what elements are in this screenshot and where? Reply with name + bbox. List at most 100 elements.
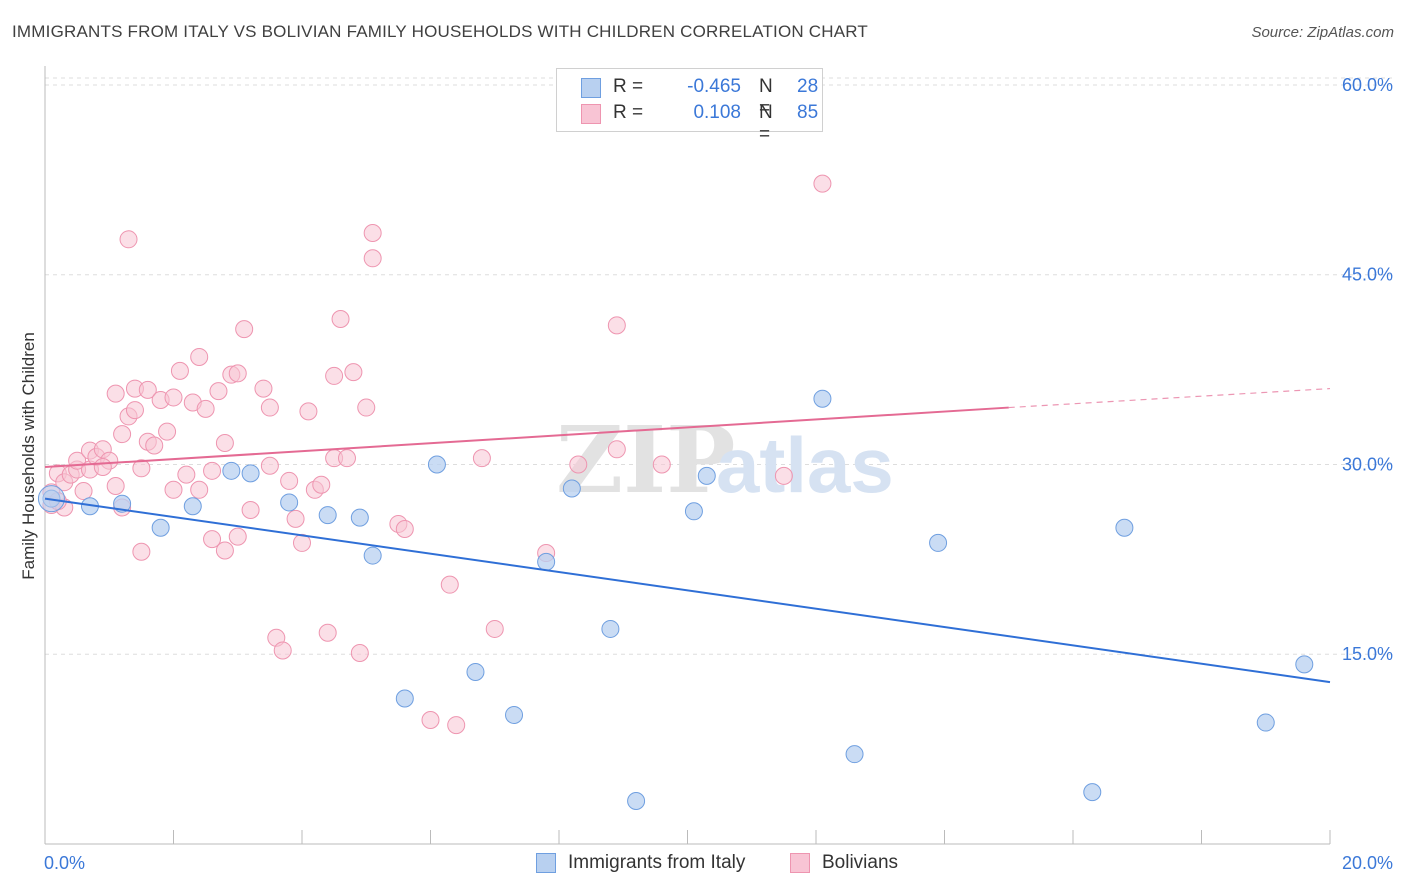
chart-title: IMMIGRANTS FROM ITALY VS BOLIVIAN FAMILY…	[12, 22, 869, 41]
axes	[44, 66, 1331, 845]
point-bolivians	[215, 433, 234, 452]
point-italy	[113, 494, 132, 513]
y-axis-label: Family Households with Children	[19, 332, 38, 580]
point-bolivians	[158, 422, 177, 441]
point-bolivians	[813, 174, 832, 193]
point-bolivians	[203, 530, 222, 549]
y-tick-label: 15.0%	[1342, 644, 1393, 664]
point-italy	[183, 497, 202, 516]
point-bolivians	[357, 398, 376, 417]
tick-labels: 15.0% 30.0% 45.0% 60.0% 0.0% 20.0%	[44, 75, 1393, 873]
point-bolivians	[106, 476, 125, 495]
legend-r-value: -0.465	[687, 76, 741, 97]
trend-lines	[44, 387, 1331, 684]
point-bolivians	[74, 482, 93, 501]
trend-line-bolivians	[44, 406, 1009, 469]
point-bolivians	[228, 527, 247, 546]
point-bolivians	[280, 471, 299, 490]
point-italy	[427, 455, 446, 474]
legend-n-value: 85	[797, 102, 819, 123]
point-bolivians	[331, 310, 350, 329]
legend-swatch-blue	[536, 853, 556, 873]
point-bolivians	[286, 509, 305, 528]
point-italy	[363, 546, 382, 565]
legend-swatch-pink	[790, 853, 810, 873]
gridlines	[45, 77, 1392, 655]
point-italy	[845, 745, 864, 764]
source-label: Source: ZipAtlas.com	[1251, 24, 1394, 41]
watermark: ZIP atlas	[556, 406, 894, 514]
point-bolivians	[138, 380, 157, 399]
point-italy	[627, 791, 646, 810]
point-bolivians	[312, 475, 331, 494]
point-bolivians	[170, 361, 189, 380]
series-italy-points	[37, 389, 1314, 810]
point-bolivians	[447, 716, 466, 735]
y-tick-label: 30.0%	[1342, 454, 1393, 474]
point-bolivians	[440, 575, 459, 594]
point-italy	[1115, 518, 1134, 537]
point-bolivians	[132, 459, 151, 478]
point-bolivians	[254, 379, 273, 398]
legend-label-bolivians: Bolivians	[822, 852, 899, 873]
point-bolivians	[190, 347, 209, 366]
point-bolivians	[132, 542, 151, 561]
point-italy	[1256, 713, 1275, 732]
watermark-atlas: atlas	[716, 421, 894, 509]
point-bolivians	[273, 641, 292, 660]
legend-n-value: 28	[797, 76, 819, 97]
legend-r-value: 0.108	[693, 102, 741, 123]
point-italy	[505, 705, 524, 724]
point-bolivians	[164, 388, 183, 407]
point-bolivians	[325, 366, 344, 385]
point-bolivians	[363, 249, 382, 268]
point-italy	[1295, 655, 1314, 674]
y-tick-label: 45.0%	[1342, 265, 1393, 285]
point-bolivians	[106, 384, 125, 403]
point-bolivians	[569, 455, 588, 474]
point-bolivians	[145, 436, 164, 455]
point-italy	[813, 389, 832, 408]
point-bolivians	[93, 458, 112, 477]
point-bolivians	[774, 466, 793, 485]
point-italy	[151, 518, 170, 537]
point-bolivians	[363, 223, 382, 242]
point-italy	[318, 506, 337, 525]
point-italy	[537, 552, 556, 571]
legend-r-label: R =	[613, 102, 644, 123]
point-bolivians	[177, 465, 196, 484]
point-italy	[684, 502, 703, 521]
point-bolivians	[235, 320, 254, 339]
point-italy	[466, 662, 485, 681]
point-bolivians	[215, 541, 234, 560]
correlation-legend: R = -0.465 N = 28 R = 0.108 N = 85	[556, 68, 823, 145]
point-bolivians	[164, 480, 183, 499]
trend-line-bolivians-extension	[1008, 387, 1331, 409]
point-bolivians	[125, 401, 144, 420]
point-bolivians	[209, 382, 228, 401]
point-bolivians	[119, 230, 138, 249]
point-bolivians	[652, 455, 671, 474]
legend-label-italy: Immigrants from Italy	[568, 852, 746, 873]
point-italy	[350, 508, 369, 527]
trend-line-italy	[44, 497, 1331, 684]
legend-n-label: N =	[759, 102, 773, 145]
point-italy	[1083, 783, 1102, 802]
point-bolivians	[318, 623, 337, 642]
x-tick-label: 0.0%	[44, 853, 85, 873]
point-italy	[241, 464, 260, 483]
series-bolivians-points	[42, 73, 832, 735]
point-italy	[280, 493, 299, 512]
point-italy	[697, 466, 716, 485]
point-bolivians	[260, 456, 279, 475]
point-bolivians	[260, 398, 279, 417]
point-bolivians	[299, 402, 318, 421]
point-bolivians	[421, 711, 440, 730]
point-bolivians	[350, 643, 369, 662]
point-italy	[929, 533, 948, 552]
legend-r-label: R =	[613, 76, 644, 97]
point-bolivians	[472, 449, 491, 468]
point-bolivians	[113, 425, 132, 444]
point-bolivians	[485, 619, 504, 638]
